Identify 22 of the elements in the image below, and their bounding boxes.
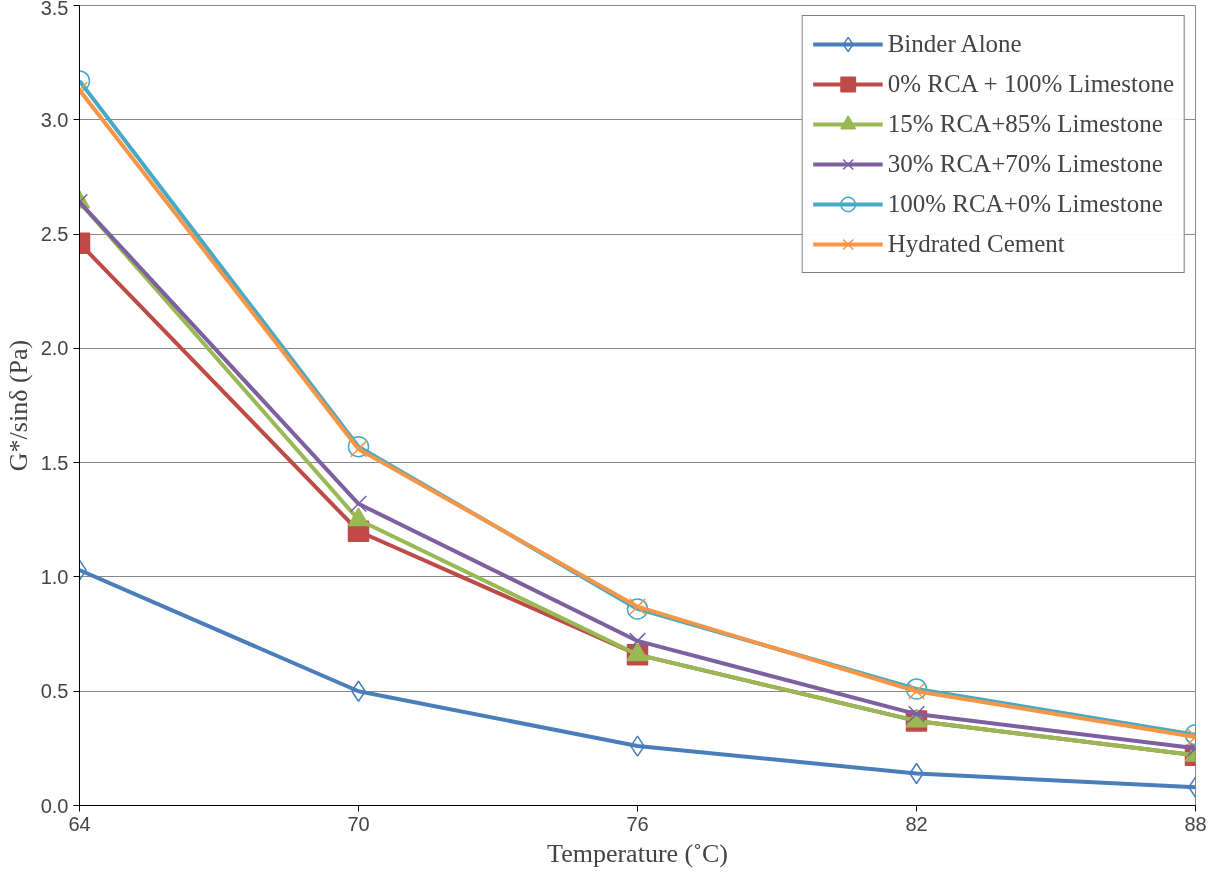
legend-label: Hydrated Cement [887, 229, 1065, 259]
legend-label: 15% RCA+85% Limestone [887, 109, 1163, 139]
y-tick-label: 2.0 [40, 337, 69, 360]
point [628, 632, 647, 650]
y-tick-label: 1.5 [40, 451, 69, 474]
x-tick-label: 76 [626, 812, 649, 835]
y-tick-label: 2.5 [40, 223, 69, 246]
y-tick-label: 0.5 [40, 680, 69, 703]
x-axis-title: Temperature (˚C) [547, 838, 728, 868]
y-tick-label: 3.5 [40, 0, 69, 19]
x-tick-label: 88 [1184, 812, 1207, 835]
legend-label: Binder Alone [887, 29, 1022, 59]
y-tick-label: 3.0 [40, 108, 69, 131]
x-tick-label: 64 [68, 812, 91, 835]
legend-label: 100% RCA+0% Limestone [887, 189, 1163, 219]
x-tick-label: 82 [905, 812, 928, 835]
y-tick-label: 1.0 [40, 565, 69, 588]
y-axis-title: G*/sinδ (Pa) [3, 339, 33, 472]
legend-label: 30% RCA+70% Limestone [887, 149, 1163, 179]
legend-label: 0% RCA + 100% Limestone [887, 69, 1174, 99]
y-tick-label: 0.0 [40, 794, 69, 817]
x-tick-label: 70 [347, 812, 370, 835]
